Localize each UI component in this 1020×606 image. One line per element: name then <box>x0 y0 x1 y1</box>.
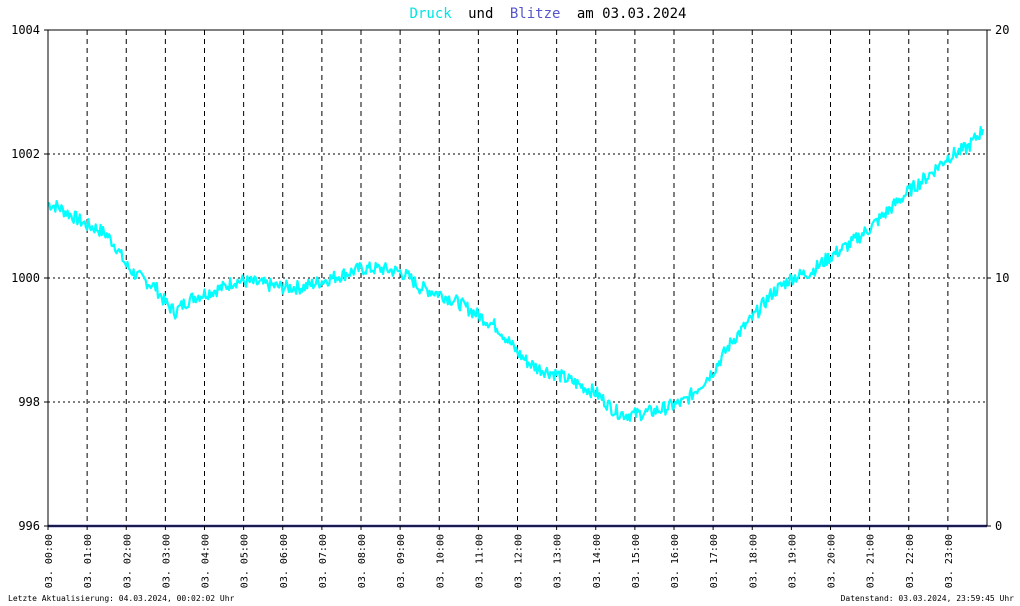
x-tick-label: 03. 03:00 <box>161 534 172 588</box>
y-left-tick-label: 1004 <box>11 23 40 37</box>
x-tick-label: 03. 05:00 <box>240 534 251 588</box>
title-blitze: Blitze <box>510 6 561 22</box>
chart-title: Druck und Blitze am 03.03.2024 <box>410 6 687 22</box>
y-left-tick-label: 1002 <box>11 147 40 161</box>
x-tick-label: 03. 23:00 <box>944 534 955 588</box>
x-tick-label: 03. 18:00 <box>748 534 759 588</box>
x-tick-label: 03. 08:00 <box>357 534 368 588</box>
x-tick-label: 03. 15:00 <box>631 534 642 588</box>
y-right-tick-label: 10 <box>995 271 1009 285</box>
y-axis-left: 1004 1002 1000 998 996 <box>11 23 48 533</box>
pressure-series-line <box>47 125 985 422</box>
x-tick-label: 03. 17:00 <box>709 534 720 588</box>
x-tick-label: 03. 22:00 <box>905 534 916 588</box>
y-left-tick-label: 998 <box>18 395 40 409</box>
x-tick-label: 03. 11:00 <box>474 534 485 588</box>
x-tick-label: 03. 04:00 <box>201 534 212 588</box>
footer-last-update: Letzte Aktualisierung: 04.03.2024, 00:02… <box>8 594 235 603</box>
x-tick-label: 03. 19:00 <box>787 534 798 588</box>
x-tick-label: 03. 12:00 <box>514 534 525 588</box>
y-right-tick-label: 0 <box>995 519 1002 533</box>
x-tick-label: 03. 02:00 <box>122 534 133 588</box>
footer-data-status: Datenstand: 03.03.2024, 23:59:45 Uhr <box>841 594 1015 603</box>
x-tick-label: 03. 16:00 <box>670 534 681 588</box>
y-axis-right: 20 10 0 <box>987 23 1009 533</box>
grid <box>48 30 987 526</box>
x-tick-label: 03. 14:00 <box>592 534 603 588</box>
x-tick-label: 03. 00:00 <box>44 534 55 588</box>
x-tick-label: 03. 09:00 <box>396 534 407 588</box>
x-tick-label: 03. 13:00 <box>553 534 564 588</box>
x-tick-label: 03. 07:00 <box>318 534 329 588</box>
title-und: und <box>468 6 493 22</box>
x-tick-label: 03. 21:00 <box>866 534 877 588</box>
title-date: am 03.03.2024 <box>577 6 687 22</box>
y-left-tick-label: 996 <box>18 519 40 533</box>
title-druck: Druck <box>410 6 453 22</box>
x-axis: 03. 00:00 03. 01:00 03. 02:00 03. 03:00 03. … <box>44 526 955 588</box>
x-tick-label: 03. 01:00 <box>83 534 94 588</box>
x-tick-label: 03. 06:00 <box>279 534 290 588</box>
y-left-tick-label: 1000 <box>11 271 40 285</box>
x-tick-label: 03. 20:00 <box>827 534 838 588</box>
y-right-tick-label: 20 <box>995 23 1009 37</box>
x-tick-label: 03. 10:00 <box>435 534 446 588</box>
